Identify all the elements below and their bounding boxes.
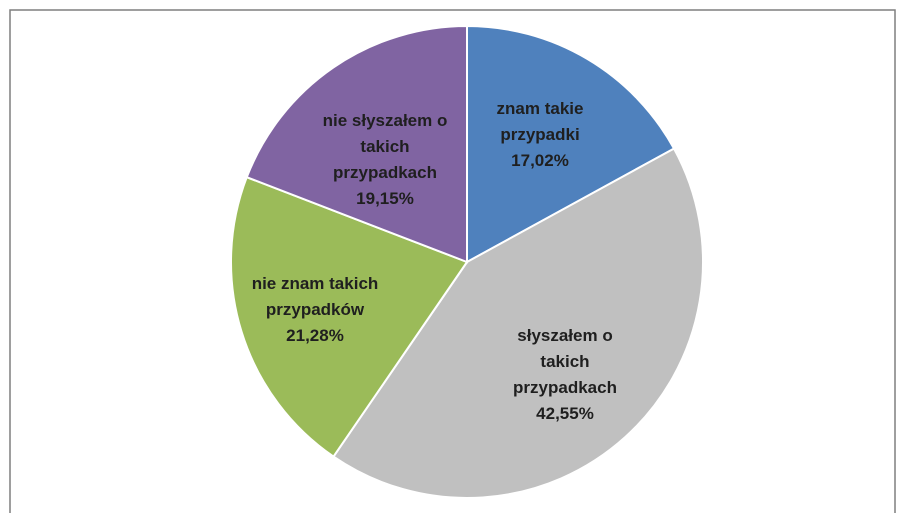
pie-slice (245, 24, 468, 264)
slice-label: znam takie przypadki 17,02% (480, 96, 600, 174)
pie-slice (230, 175, 469, 458)
value-label: 21,28% (286, 326, 344, 345)
slice-label: nie znam takich przypadków 21,28% (240, 271, 390, 349)
category-label: nie znam takich przypadków (251, 274, 379, 319)
slice-label: nie słyszałem o takich przypadkach 19,15% (310, 108, 460, 212)
value-label: 17,02% (511, 151, 569, 170)
value-label: 42,55% (536, 404, 594, 423)
value-label: 19,15% (356, 189, 414, 208)
category-label: nie słyszałem o takich przypadkach (322, 111, 448, 182)
pie-slice (332, 147, 704, 499)
category-label: słyszałem o takich przypadkach (513, 326, 617, 397)
slice-label: słyszałem o takich przypadkach 42,55% (495, 323, 635, 427)
pie-slice (466, 24, 676, 264)
category-label: znam takie przypadki (496, 99, 584, 144)
